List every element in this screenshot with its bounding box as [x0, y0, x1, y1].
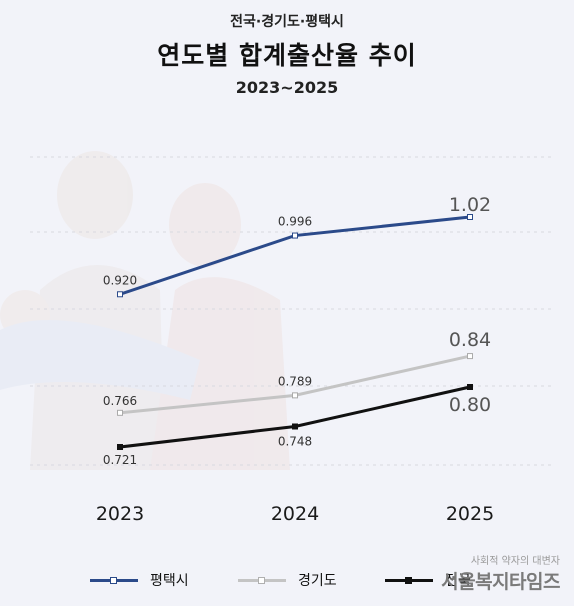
data-label-gyeonggi: 0.789 — [278, 374, 312, 388]
watermark-tagline: 사회적 약자의 대변자 — [470, 556, 560, 567]
data-point-gyeonggi — [292, 392, 298, 399]
data-label-pyeongtaek: 1.02 — [449, 194, 491, 216]
x-tick-label: 2024 — [271, 503, 319, 525]
x-tick-label: 2025 — [446, 503, 494, 525]
data-label-national: 0.80 — [449, 394, 491, 416]
data-point-pyeongtaek — [467, 214, 473, 220]
watermark: 사회적 약자의 대변자 서울복지타임즈 — [441, 552, 560, 594]
data-point-national — [467, 384, 473, 390]
legend-label: 평택시 — [150, 573, 189, 589]
legend-item-pyeongtaek: 평택시 — [90, 568, 189, 592]
legend-label: 경기도 — [298, 573, 337, 589]
x-tick-label: 2023 — [96, 503, 144, 525]
data-point-national — [117, 444, 123, 450]
line-chart: 0.920 0.996 1.02 0.766 0.789 0.84 0.721 0.748 0.… — [0, 151, 555, 525]
data-label-national: 0.748 — [278, 434, 312, 448]
legend-swatch-pyeongtaek — [90, 576, 138, 584]
data-point-pyeongtaek — [292, 232, 298, 239]
data-point-gyeonggi — [117, 409, 123, 416]
legend-swatch-gyeonggi — [238, 576, 286, 584]
data-label-national: 0.721 — [103, 453, 137, 467]
legend-swatch-national — [385, 576, 433, 584]
data-label-pyeongtaek: 0.920 — [103, 273, 137, 287]
chart-period: 2023~2025 — [235, 78, 339, 97]
data-point-national — [292, 423, 298, 430]
data-label-pyeongtaek: 0.996 — [278, 215, 312, 229]
legend-item-national: 전국 — [385, 568, 471, 592]
data-label-gyeonggi: 0.766 — [103, 394, 137, 408]
background-illustration — [0, 151, 290, 470]
data-point-gyeonggi — [467, 353, 473, 360]
data-point-pyeongtaek — [117, 291, 123, 298]
data-label-gyeonggi: 0.84 — [449, 329, 491, 351]
chart-subtitle: 전국·경기도·평택시 — [230, 14, 344, 30]
legend-item-gyeonggi: 경기도 — [238, 568, 337, 592]
chart-title: 연도별 합계출산율 추이 — [157, 41, 417, 70]
legend-label: 전국 — [445, 573, 471, 589]
legend: 평택시 경기도 전국 — [0, 568, 574, 592]
watermark-brand: 서울복지타임즈 — [441, 571, 560, 593]
